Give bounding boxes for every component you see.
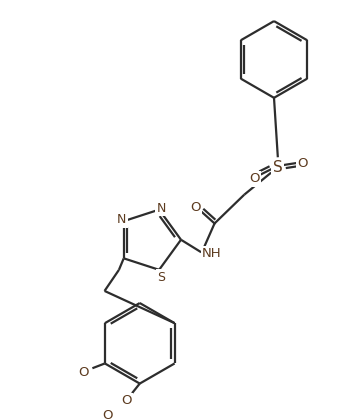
Text: O: O — [102, 409, 112, 420]
Text: S: S — [273, 160, 283, 175]
Text: NH: NH — [202, 247, 222, 260]
Text: O: O — [79, 366, 89, 379]
Text: O: O — [190, 201, 201, 214]
Text: O: O — [297, 157, 308, 170]
Text: N: N — [117, 213, 126, 226]
Text: O: O — [121, 394, 131, 407]
Text: S: S — [157, 270, 165, 284]
Text: N: N — [156, 202, 166, 215]
Text: O: O — [249, 172, 260, 185]
